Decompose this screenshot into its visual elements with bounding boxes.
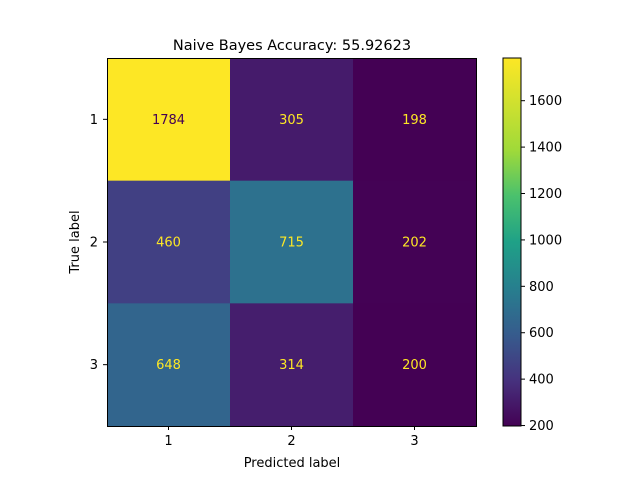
x-tick-label: 3 — [410, 434, 418, 449]
heatmap-cell-labels: 1784 305 198 460 715 202 648 314 200 — [152, 113, 427, 373]
colorbar-tick-label: 800 — [529, 280, 554, 295]
x-tick-label: 1 — [164, 434, 172, 449]
colorbar-tick-label: 1600 — [529, 94, 562, 109]
cell-value-label: 715 — [279, 236, 304, 251]
colorbar — [502, 57, 522, 427]
colorbar-tick-label: 1000 — [529, 233, 562, 248]
heatmap-cell — [230, 58, 354, 182]
colorbar-tick-label: 200 — [529, 419, 554, 434]
heatmap-cell — [107, 58, 231, 182]
colorbar-tick-label: 400 — [529, 373, 554, 388]
x-axis-label: Predicted label — [244, 456, 341, 471]
colorbar-tick-label: 600 — [529, 326, 554, 341]
y-axis-ticks: 1 2 3 — [90, 113, 107, 373]
colorbar-tick-label: 1200 — [529, 187, 562, 202]
cell-value-label: 202 — [402, 236, 427, 251]
cell-value-label: 648 — [156, 358, 181, 373]
heatmap-cells — [107, 58, 477, 427]
cell-value-label: 198 — [402, 113, 427, 128]
cell-value-label: 200 — [402, 358, 427, 373]
cell-value-label: 305 — [279, 113, 304, 128]
y-tick-label: 1 — [90, 113, 98, 128]
colorbar-ticks: 200 400 600 800 1000 1200 1400 1600 — [521, 94, 562, 434]
y-tick-label: 2 — [90, 236, 98, 251]
heatmap-cell — [107, 303, 231, 427]
y-tick-label: 3 — [90, 358, 98, 373]
x-axis-ticks: 1 2 3 — [164, 426, 419, 449]
heatmap-cell — [230, 303, 354, 427]
chart-title: Naive Bayes Accuracy: 55.92623 — [173, 38, 411, 54]
y-axis-label: True label — [68, 210, 83, 274]
cell-value-label: 1784 — [152, 113, 185, 128]
colorbar-tick-label: 1400 — [529, 141, 562, 156]
heatmap-cell — [230, 180, 354, 304]
cell-value-label: 460 — [156, 236, 181, 251]
heatmap-cell — [353, 180, 477, 304]
x-tick-label: 2 — [287, 434, 295, 449]
heatmap-cell — [353, 58, 477, 182]
cell-value-label: 314 — [279, 358, 304, 373]
heatmap-cell — [353, 303, 477, 427]
heatmap-cell — [107, 180, 231, 304]
